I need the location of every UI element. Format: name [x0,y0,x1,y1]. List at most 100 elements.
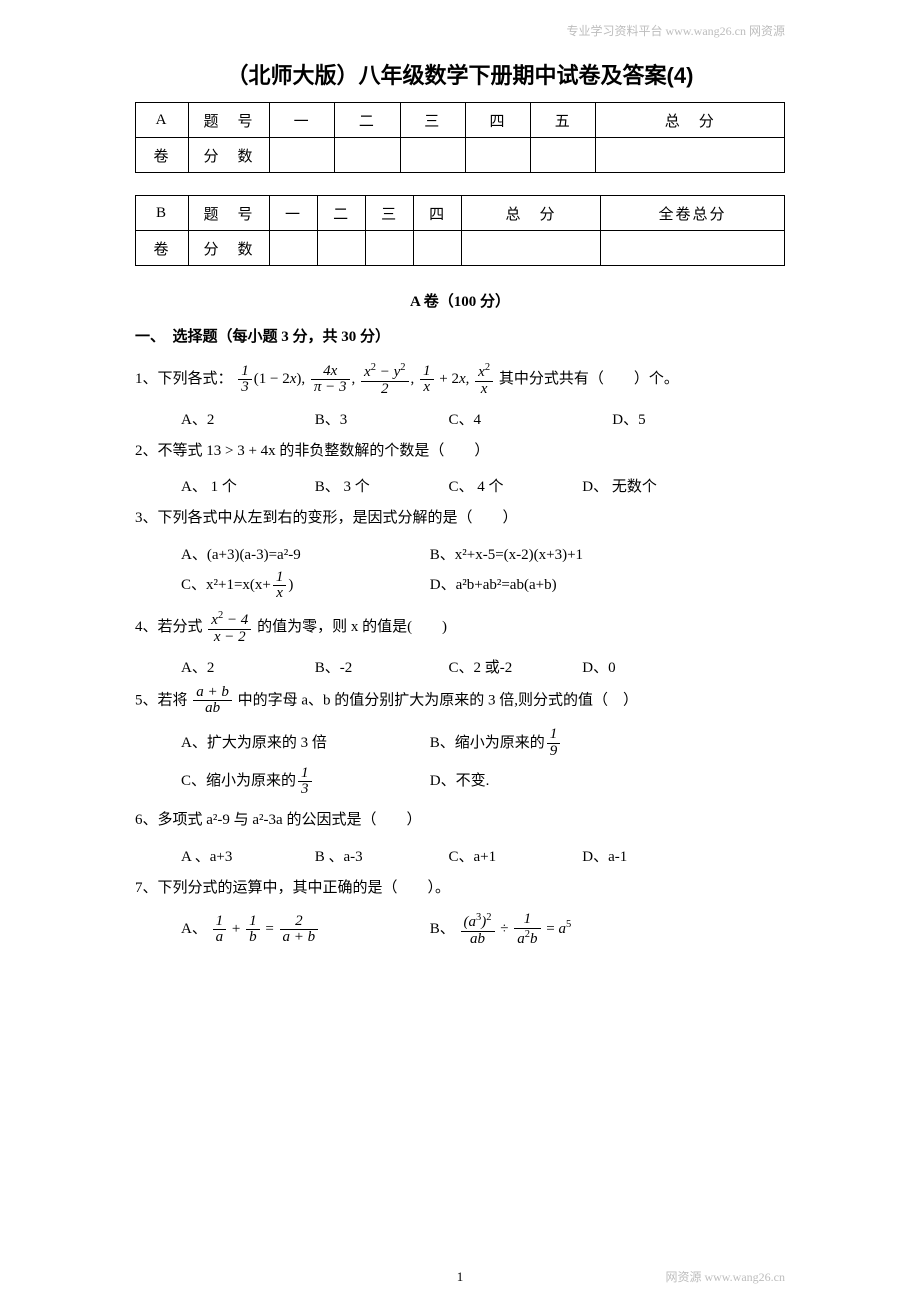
cell: 一 [270,103,335,138]
txt: 4、若分式 [135,619,206,635]
option-d: D、a²b+ab²=ab(a+b) [430,573,557,594]
cell: 二 [318,196,366,231]
txt: (1 − 2 [254,371,290,387]
exp: 5 [566,919,571,930]
txt: B、 [430,917,455,938]
cell [465,138,530,173]
den: π − 3 [311,380,350,396]
option-d: D、0 [582,656,615,677]
question-7: 7、下列分式的运算中，其中正确的是（ ）。 [135,874,785,903]
option-c: C、2 或-2 [449,656,579,677]
cell: B [136,196,189,231]
option-a: A、 1 个 [181,475,311,496]
option-a: A、2 [181,408,311,429]
question-3: 3、下列各式中从左到右的变形，是因式分解的是（ ） [135,504,785,533]
option-d: D、5 [612,408,645,429]
q5-row1: A、扩大为原来的 3 倍 B、缩小为原来的19 [181,727,785,760]
txt: 5、若将 [135,692,191,708]
page-title: （北师大版）八年级数学下册期中试卷及答案(4) [135,58,785,90]
option-a: A、 1a + 1b = 2a + b [181,914,426,947]
txt: A、 [181,917,207,938]
cell: 卷 [136,138,189,173]
cell [600,231,784,266]
option-d: D、 无数个 [582,475,657,496]
q1-tail: 其中分式共有（ ）个。 [499,371,679,387]
txt: x [290,371,297,387]
den: a [213,930,227,946]
q4-options: A、2 B、-2 C、2 或-2 D、0 [181,656,785,677]
txt: b [530,932,538,948]
num: a + b [193,685,232,702]
den: x − 2 [208,630,251,646]
option-c: C、 4 个 [449,475,579,496]
section-1-header: 一、 选择题（每小题 3 分，共 30 分） [135,325,785,346]
q1-options: A、2 B、3 C、4 D、5 [181,408,785,429]
cell [270,138,335,173]
option-a: A、(a+3)(a-3)=a²-9 [181,543,426,564]
num: x [364,364,371,380]
question-5: 5、若将 a + bab 中的字母 a、b 的值分别扩大为原来的 3 倍,则分式… [135,685,785,718]
cell [335,138,400,173]
cell: 题 号 [189,196,270,231]
cell: 四 [414,196,462,231]
watermark-bottom: 网资源 www.wang26.cn [665,1268,785,1285]
num: 1 [246,914,260,931]
question-4: 4、若分式 x2 − 4x − 2 的值为零，则 x 的值是( ) [135,610,785,646]
txt: B、缩小为原来的 [430,731,545,752]
option-b: B、3 [315,408,445,429]
q1-lead: 1、下列各式： [135,371,233,387]
q3-row2: C、x²+1=x(x+1x) D、a²b+ab²=ab(a+b) [181,570,785,603]
den: 3 [298,782,312,798]
txt: a [517,932,525,948]
den: x [420,380,434,396]
num: 2 [280,914,319,931]
cell [596,138,785,173]
txt: C、x²+1=x(x+ [181,573,271,594]
question-6: 6、多项式 a²-9 与 a²-3a 的公因式是（ ） [135,806,785,835]
cell: 卷 [136,231,189,266]
den: 2 [361,382,408,398]
txt: + [232,921,240,938]
option-b: B、x²+x-5=(x-2)(x+3)+1 [430,543,583,564]
option-b: B、缩小为原来的19 [430,727,563,760]
txt: a [469,915,477,931]
cell [270,231,318,266]
txt: a [558,921,566,938]
den: ab [193,701,232,717]
num: 4 [323,363,331,379]
txt: + 2 [436,371,459,387]
section-a-header: A 卷（100 分） [135,290,785,311]
den: x [475,382,493,398]
option-a: A、扩大为原来的 3 倍 [181,731,426,752]
cell: 三 [366,196,414,231]
option-c: C、x²+1=x(x+1x) [181,570,426,603]
num: 1 [273,570,287,587]
cell: 四 [465,103,530,138]
option-c: C、缩小为原来的13 [181,766,426,799]
cell: 分 数 [189,231,270,266]
cell [414,231,462,266]
question-2: 2、不等式 13 > 3 + 4x 的非负整数解的个数是（ ） [135,437,785,466]
q7-row1: A、 1a + 1b = 2a + b B、 (a3)2ab ÷ 1a2b = … [181,912,785,948]
exp: 2 [486,912,491,923]
txt: 的值为零，则 x 的值是( ) [257,619,447,635]
num: 1 [547,727,561,744]
q2-options: A、 1 个 B、 3 个 C、 4 个 D、 无数个 [181,475,785,496]
cell: 题 号 [189,103,270,138]
cell [400,138,465,173]
cell: 一 [270,196,318,231]
num: 1 [238,364,252,381]
watermark-top: 专业学习资料平台 www.wang26.cn 网资源 [566,22,785,39]
cell: 全卷总分 [600,196,784,231]
cell: 总 分 [462,196,601,231]
score-table-b: B 题 号 一 二 三 四 总 分 全卷总分 卷 分 数 [135,195,785,266]
num: − 4 [223,612,248,628]
cell: 二 [335,103,400,138]
den: b [246,930,260,946]
option-b: B 、a-3 [315,845,445,866]
option-c: C、a+1 [449,845,579,866]
option-b: B、 (a3)2ab ÷ 1a2b = a5 [430,912,571,948]
q3-row1: A、(a+3)(a-3)=a²-9 B、x²+x-5=(x-2)(x+3)+1 [181,543,785,564]
txt: ) [288,577,293,594]
den: ab [461,932,495,948]
